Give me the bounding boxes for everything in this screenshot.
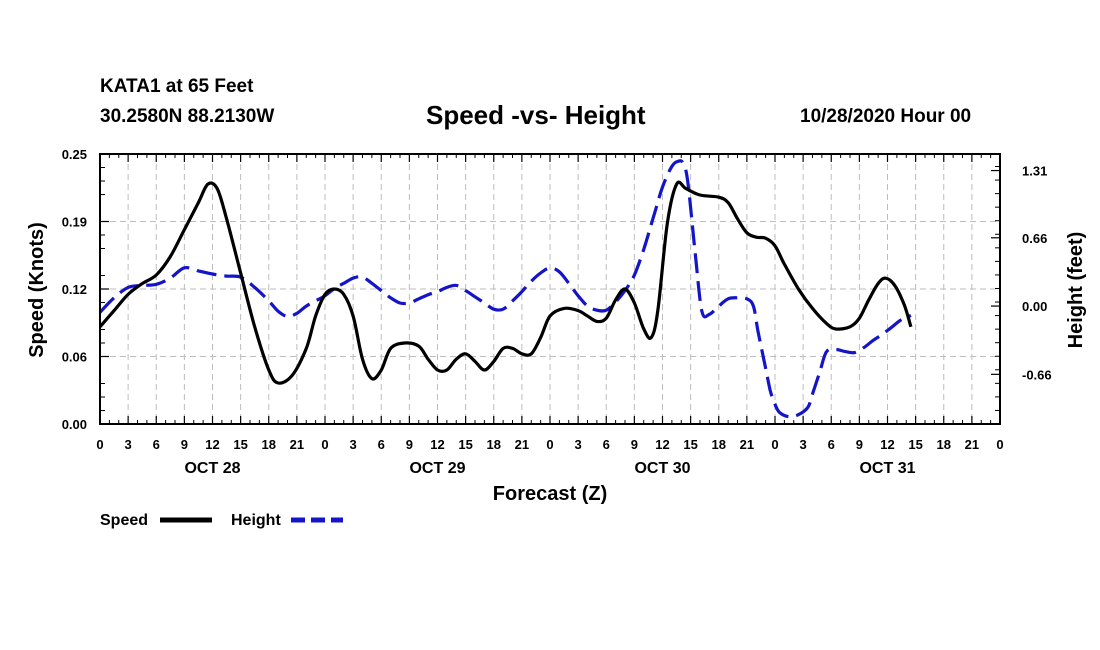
station-label: KATA1 at 65 Feet [100, 76, 254, 97]
x-tick-label: 3 [800, 437, 807, 452]
x-tick-label: 21 [740, 437, 754, 452]
data-series [98, 159, 913, 419]
axis-ticks [99, 153, 1001, 425]
x-tick-label: 0 [771, 437, 778, 452]
y-right-tick-label: 1.31 [1022, 164, 1047, 179]
x-tick-label: 0 [321, 437, 328, 452]
x-tick-label: 9 [856, 437, 863, 452]
x-tick-label: 6 [603, 437, 610, 452]
day-label: OCT 30 [634, 460, 690, 477]
height-series-line [98, 159, 912, 419]
x-tick-label: 6 [828, 437, 835, 452]
x-tick-label: 0 [96, 437, 103, 452]
day-label: OCT 31 [859, 460, 915, 477]
x-tick-label: 6 [153, 437, 160, 452]
station-coordinates: 30.2580N 88.2130W [100, 106, 275, 127]
x-tick-label: 18 [937, 437, 951, 452]
y-right-tick-label: -0.66 [1022, 367, 1052, 382]
y-left-tick-label: 0.06 [62, 350, 87, 365]
x-tick-label: 6 [378, 437, 385, 452]
x-tick-label: 12 [205, 437, 219, 452]
y-right-tick-label: 0.66 [1022, 231, 1047, 246]
y-left-tick-label: 0.19 [62, 215, 87, 230]
x-tick-label: 15 [233, 437, 247, 452]
y-left-tick-label: 0.25 [62, 147, 87, 162]
x-tick-label: 18 [262, 437, 276, 452]
x-tick-label: 18 [487, 437, 501, 452]
legend: Speed Height [100, 512, 343, 529]
x-tick-label: 21 [965, 437, 979, 452]
speed-series-line [98, 180, 913, 385]
x-tick-label: 9 [631, 437, 638, 452]
y-axis-right-title: Height (feet) [1065, 232, 1087, 349]
x-axis-title: Forecast (Z) [493, 483, 607, 505]
axis-labels: 0 3 6 9 12 15 18 21 0 3 6 9 12 15 18 21 0 3 6 9 12 15 18 21 0 3 6 9… [62, 147, 1052, 477]
y-right-tick-label: 0.00 [1022, 299, 1047, 314]
y-left-tick-label: 0.12 [62, 282, 87, 297]
x-tick-label: 9 [406, 437, 413, 452]
x-tick-label: 3 [350, 437, 357, 452]
x-tick-label: 18 [712, 437, 726, 452]
legend-speed-label: Speed [100, 512, 148, 529]
legend-height-label: Height [231, 512, 281, 529]
x-tick-label: 15 [908, 437, 922, 452]
x-tick-label: 15 [458, 437, 472, 452]
day-label: OCT 28 [184, 460, 240, 477]
grid-lines [100, 154, 1000, 424]
x-tick-label: 3 [575, 437, 582, 452]
y-left-tick-label: 0.00 [62, 417, 87, 432]
x-tick-label: 9 [181, 437, 188, 452]
x-tick-label: 15 [683, 437, 697, 452]
x-tick-label: 12 [430, 437, 444, 452]
forecast-datetime: 10/28/2020 Hour 00 [800, 106, 972, 127]
x-tick-label: 0 [546, 437, 553, 452]
y-axis-left-title: Speed (Knots) [26, 222, 48, 358]
x-tick-label: 21 [515, 437, 529, 452]
x-tick-label: 12 [880, 437, 894, 452]
day-label: OCT 29 [409, 460, 465, 477]
x-tick-label: 21 [290, 437, 304, 452]
x-tick-label: 12 [655, 437, 669, 452]
x-tick-label: 0 [996, 437, 1003, 452]
chart-title: Speed -vs- Height [426, 100, 646, 130]
x-tick-label: 3 [125, 437, 132, 452]
